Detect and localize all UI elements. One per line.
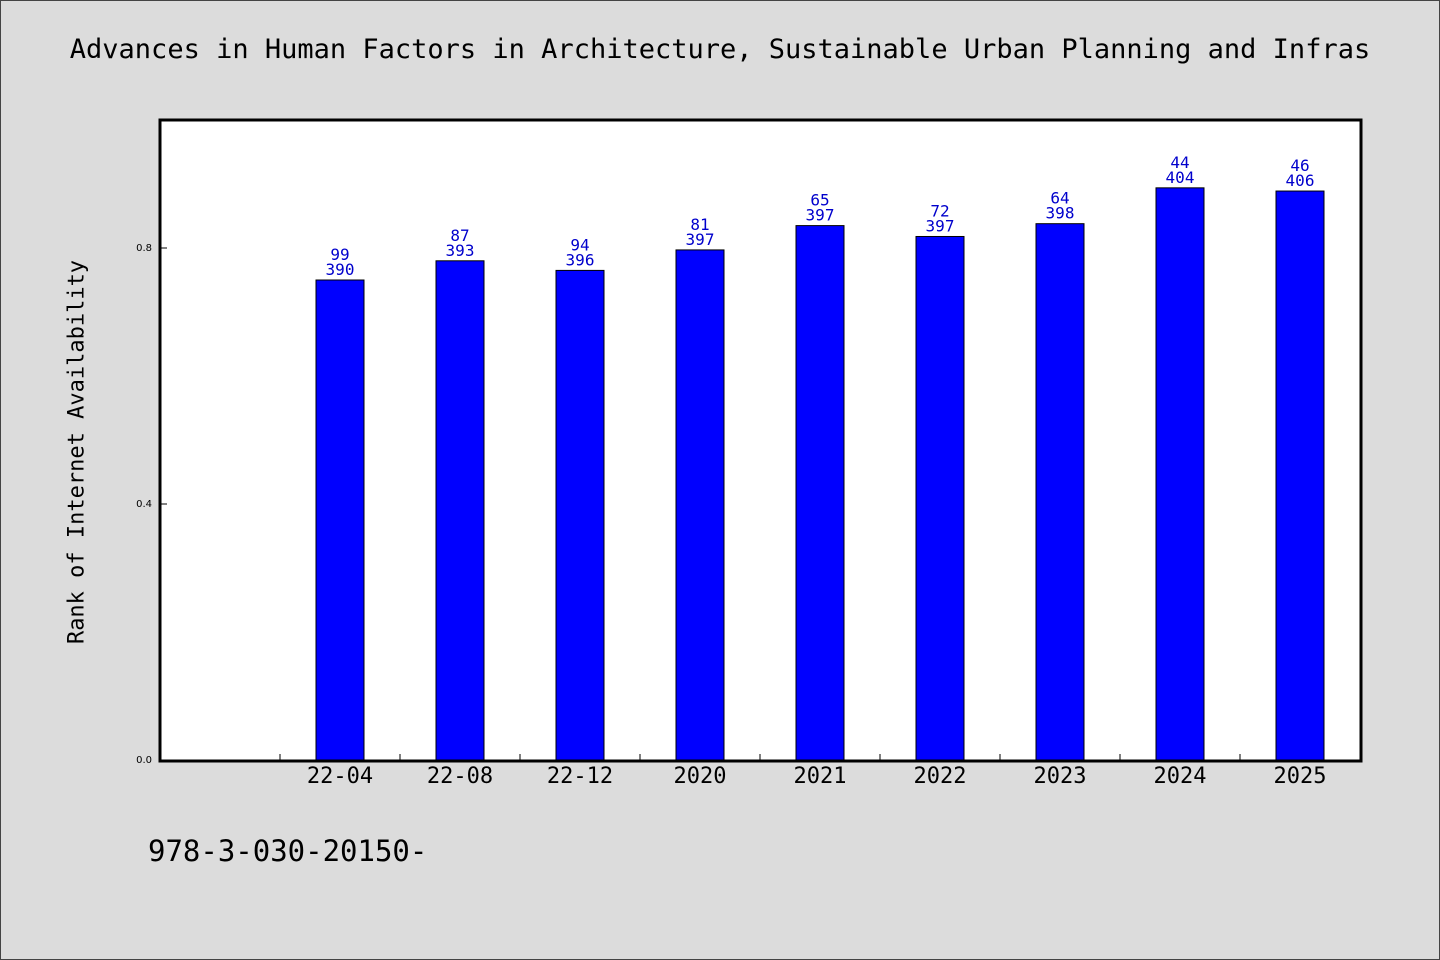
bar-label-bottom: 397 (806, 206, 835, 225)
bar-2021 (795, 225, 845, 761)
bar-22-12 (555, 269, 605, 761)
bar-label-top: 81 (690, 215, 709, 234)
x-tick-label: 2022 (914, 764, 967, 789)
bar-2020 (675, 249, 725, 761)
bar-2025 (1275, 190, 1325, 761)
bar-label-bottom: 397 (686, 230, 715, 249)
y-tick-label: 0.0 (136, 755, 152, 766)
bar-label-bottom: 393 (446, 241, 475, 260)
bar-2024 (1155, 187, 1205, 761)
bar-label-top: 72 (930, 201, 949, 220)
x-tick-label: 2023 (1034, 764, 1087, 789)
bar-label-top: 44 (1170, 153, 1189, 172)
bar-label-top: 64 (1050, 189, 1069, 208)
x-tick-label: 2024 (1154, 764, 1207, 789)
x-tick-label: 22-08 (427, 764, 493, 789)
bar-label-bottom: 390 (326, 260, 355, 279)
bar-label-bottom: 406 (1286, 171, 1315, 190)
bar-label-bottom: 398 (1046, 204, 1075, 223)
x-tick-label: 22-04 (307, 764, 373, 789)
bar-label-top: 65 (810, 191, 829, 210)
bar-2023 (1035, 223, 1085, 761)
x-axis-ticks: 22-04 22-08 22-12 2020 2021 2022 2023 2024 2025 (279, 754, 1361, 789)
chart-title: Advances in Human Factors in Architectur… (69, 34, 1371, 65)
bar-label-top: 46 (1290, 156, 1309, 175)
x-tick-label: 2025 (1274, 764, 1327, 789)
y-tick-label: 0.4 (136, 499, 152, 510)
bar-label-top: 99 (330, 245, 349, 264)
isbn-footer: 978-3-030-20150- (148, 834, 428, 868)
x-tick-label: 22-12 (547, 764, 613, 789)
bar-label-bottom: 404 (1166, 168, 1195, 187)
x-tick-label: 2021 (794, 764, 847, 789)
bar-2022 (915, 235, 965, 761)
bar-label-bottom: 397 (926, 216, 955, 235)
bar-22-08 (435, 260, 485, 761)
bar-22-04 (315, 279, 365, 761)
bar-label-top: 94 (570, 235, 589, 254)
bar-label-bottom: 396 (566, 250, 595, 269)
x-tick-label: 2020 (674, 764, 727, 789)
plot-frame (158, 118, 1363, 763)
bar-label-top: 87 (450, 226, 469, 245)
y-tick-label: 0.8 (136, 243, 152, 254)
